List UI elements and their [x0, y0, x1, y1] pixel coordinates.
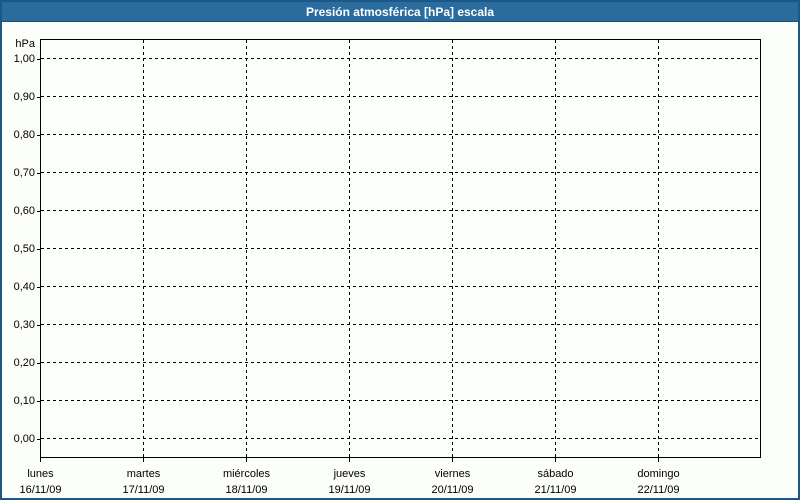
y-axis-tick: [37, 135, 40, 136]
y-axis-tick: [37, 287, 40, 288]
day-name-label: miércoles: [222, 468, 271, 480]
chart-title: Presión atmosférica [hPa] escala: [305, 4, 495, 19]
day-date-label: 22/11/09: [637, 484, 680, 496]
x-axis-tick: [658, 458, 659, 462]
x-axis-tick: [452, 458, 453, 462]
day-name-label: viernes: [434, 468, 471, 480]
y-axis-tick-label: 1,00: [13, 53, 35, 65]
y-axis-tick: [37, 401, 40, 402]
y-axis-tick-label: 0,80: [13, 129, 35, 141]
x-axis-tick: [246, 458, 247, 462]
v-gridline: [349, 40, 350, 457]
y-axis-tick: [37, 59, 40, 60]
h-gridline: [41, 172, 760, 173]
v-gridline: [143, 40, 144, 457]
y-axis-tick: [37, 97, 40, 98]
plot-area: [40, 39, 761, 458]
v-gridline: [658, 40, 659, 457]
day-name-label: jueves: [333, 468, 366, 480]
h-gridline: [41, 400, 760, 401]
x-axis-tick: [555, 458, 556, 462]
y-axis-tick-label: 0,00: [13, 433, 35, 445]
x-axis-tick: [349, 458, 350, 462]
y-axis-tick-label: 0,70: [13, 167, 35, 179]
day-date-label: 20/11/09: [431, 484, 474, 496]
y-axis-tick-label: 0,10: [13, 395, 35, 407]
y-axis-unit-label: hPa: [15, 38, 35, 50]
h-gridline: [41, 438, 760, 439]
y-axis-tick-label: 0,40: [13, 281, 35, 293]
x-axis-tick: [40, 458, 41, 462]
h-gridline: [41, 210, 760, 211]
v-gridline: [452, 40, 453, 457]
h-gridline: [41, 362, 760, 363]
y-axis-tick: [37, 363, 40, 364]
day-name-label: sábado: [537, 468, 574, 480]
y-axis-tick: [37, 211, 40, 212]
day-date-label: 17/11/09: [122, 484, 165, 496]
h-gridline: [41, 286, 760, 287]
day-date-label: 16/11/09: [19, 484, 62, 496]
y-axis-tick-label: 0,50: [13, 243, 35, 255]
h-gridline: [41, 96, 760, 97]
day-date-label: 19/11/09: [328, 484, 371, 496]
v-gridline: [246, 40, 247, 457]
x-axis-tick: [143, 458, 144, 462]
day-name-label: domingo: [637, 468, 680, 480]
day-name-label: martes: [126, 468, 161, 480]
y-axis-tick: [37, 173, 40, 174]
day-date-label: 18/11/09: [225, 484, 268, 496]
day-date-label: 21/11/09: [534, 484, 577, 496]
title-bar: Presión atmosférica [hPa] escala: [2, 2, 798, 22]
h-gridline: [41, 58, 760, 59]
h-gridline: [41, 134, 760, 135]
y-axis-tick-label: 0,60: [13, 205, 35, 217]
h-gridline: [41, 324, 760, 325]
y-axis-tick: [37, 325, 40, 326]
y-axis-tick-label: 0,90: [13, 91, 35, 103]
h-gridline: [41, 248, 760, 249]
y-axis-tick: [37, 249, 40, 250]
y-axis-tick: [37, 439, 40, 440]
v-gridline: [555, 40, 556, 457]
y-axis-tick-label: 0,20: [13, 357, 35, 369]
day-name-label: lunes: [27, 468, 54, 480]
y-axis-tick-label: 0,30: [13, 319, 35, 331]
